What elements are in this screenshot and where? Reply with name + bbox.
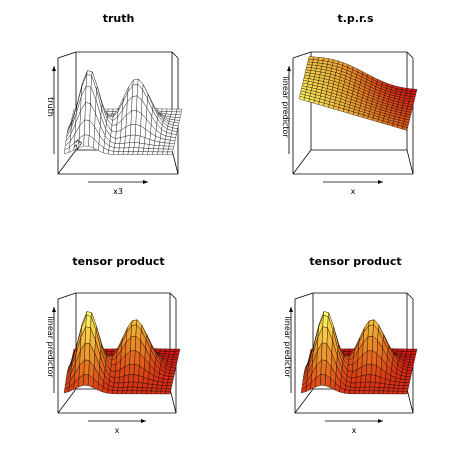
axis-arrows [52,66,148,184]
z-axis-label: truth [46,97,55,117]
z-axis-label: linear predictor [46,316,55,378]
x-axis-label: x [115,426,120,435]
surface-mesh [300,310,418,395]
chart-title: tensor product [72,255,165,268]
surface-mesh [63,310,181,395]
chart-title: tensor product [309,255,402,268]
axis-arrows [52,307,146,423]
z-axis-label: linear predictor [283,316,292,378]
chart-panel-tensor-2: tensor product x linear predictor [237,237,474,474]
surface-plot: x linear predictor [283,292,418,435]
surface-mesh [298,56,418,131]
axis-arrows [289,307,383,423]
x-axis-label: x3 [113,187,123,196]
z-axis-label: linear predictor [281,76,290,138]
chart-panel-truth: truth x3 truth z3 [0,0,237,237]
surface-plot: x3 truth z3 [46,51,183,196]
chart-panel-tprs: t.p.r.s x linear predictor [237,0,474,237]
surface-mesh [63,69,183,155]
surface-plot: x linear predictor [46,292,181,435]
chart-title: truth [102,12,135,25]
axis-arrows [287,66,383,184]
x-axis-label: x [352,426,357,435]
surface-plot: x linear predictor [281,51,418,196]
chart-panel-tensor-1: tensor product x linear predictor [0,237,237,474]
x-axis-label: x [351,187,356,196]
y-axis-label: z3 [72,138,85,151]
chart-title: t.p.r.s [337,12,374,25]
